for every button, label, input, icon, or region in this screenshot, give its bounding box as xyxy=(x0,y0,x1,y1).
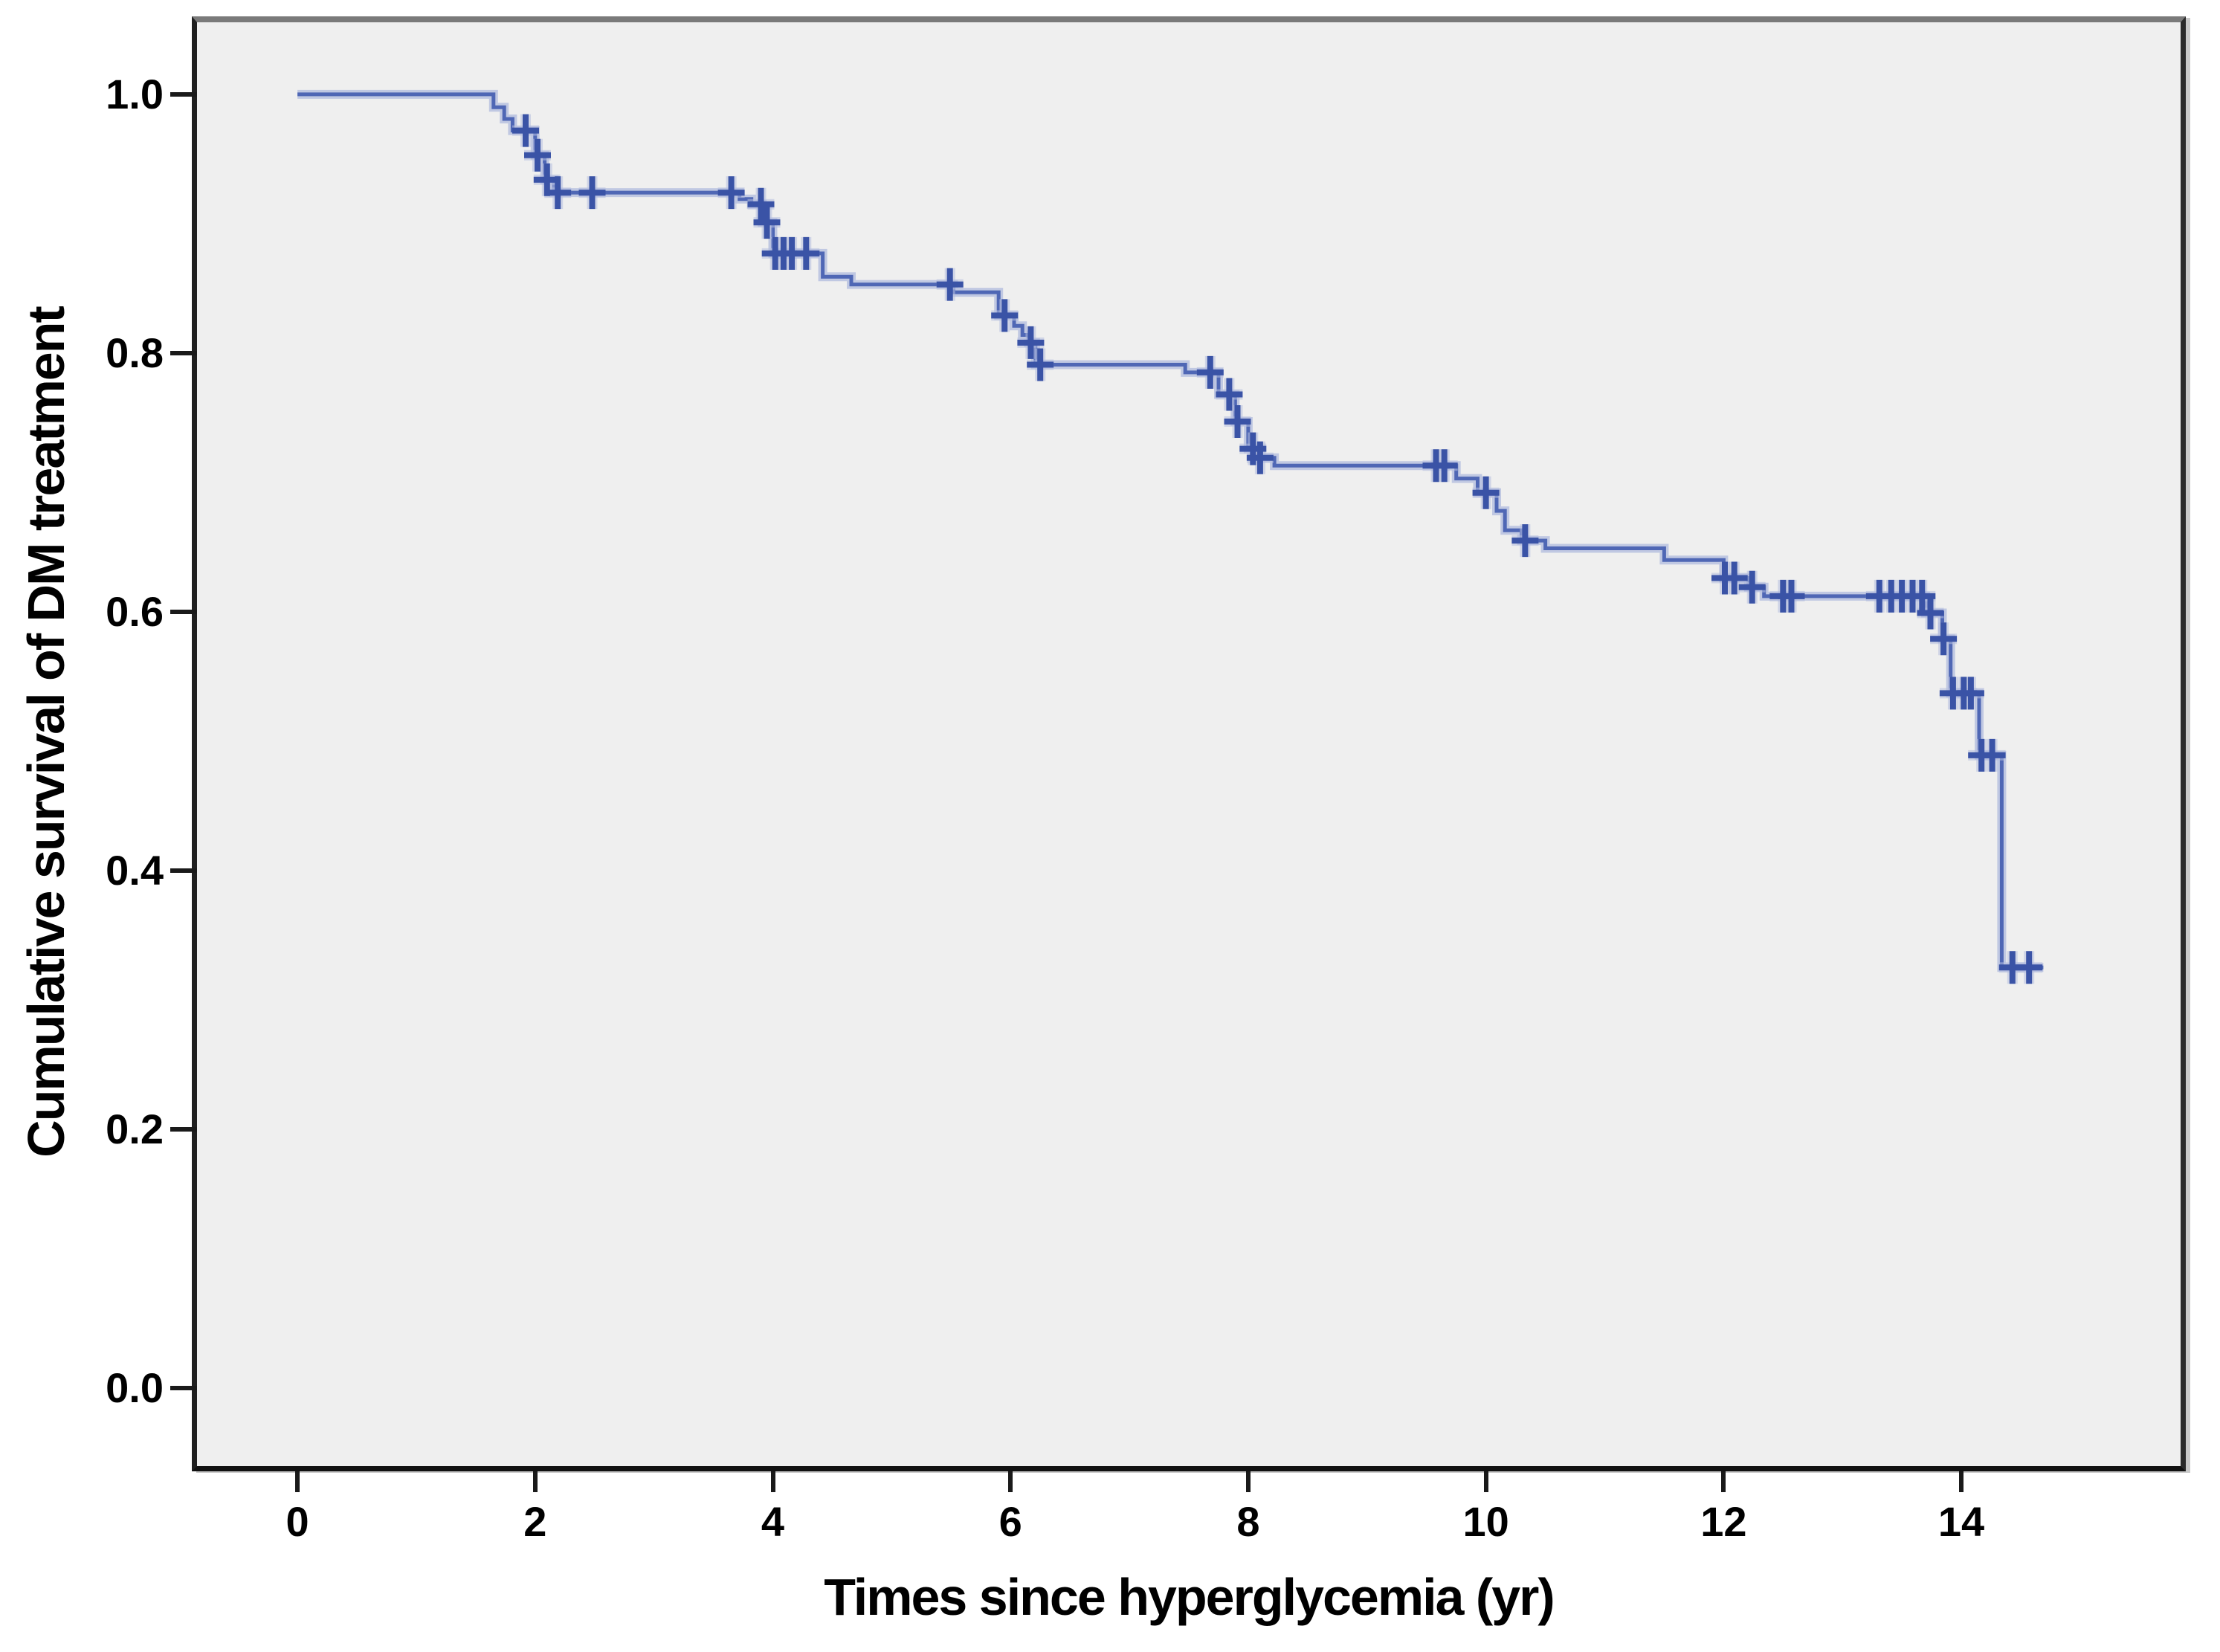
survival-step-line xyxy=(297,92,2044,969)
y-tick-mark xyxy=(170,91,197,97)
x-tick-label: 8 xyxy=(1236,1498,1260,1545)
x-tick-mark xyxy=(1959,1471,1964,1492)
x-tick-mark xyxy=(1245,1471,1251,1492)
y-axis-title: Cumulative survival of DM treatment xyxy=(17,307,75,1158)
censor-marks xyxy=(512,114,2043,984)
y-tick-label: 0.0 xyxy=(106,1364,164,1411)
x-tick-mark xyxy=(1483,1471,1488,1492)
x-tick-label: 4 xyxy=(761,1498,785,1545)
x-tick-mark xyxy=(532,1471,538,1492)
x-tick-label: 2 xyxy=(523,1498,547,1545)
y-tick-label: 0.2 xyxy=(106,1105,164,1152)
x-tick-mark xyxy=(1008,1471,1013,1492)
y-tick-label: 0.4 xyxy=(106,846,164,894)
survival-curve-svg xyxy=(297,89,2044,984)
x-tick-mark xyxy=(1721,1471,1726,1492)
y-tick-label: 1.0 xyxy=(106,70,164,117)
x-tick-label: 12 xyxy=(1700,1498,1747,1545)
y-tick-mark xyxy=(170,1385,197,1390)
x-axis-title: Times since hyperglycemia (yr) xyxy=(824,1568,1555,1626)
x-tick-label: 14 xyxy=(1937,1498,1985,1545)
plot-area xyxy=(192,16,2186,1471)
x-tick-label: 10 xyxy=(1462,1498,1509,1545)
y-tick-mark xyxy=(170,609,197,614)
survival-step-line-halo xyxy=(297,89,2044,972)
x-tick-label: 6 xyxy=(998,1498,1022,1545)
y-tick-mark xyxy=(170,350,197,355)
y-tick-mark xyxy=(170,868,197,873)
y-tick-mark xyxy=(170,1126,197,1132)
x-tick-mark xyxy=(770,1471,775,1492)
y-tick-label: 0.8 xyxy=(106,329,164,376)
x-tick-mark xyxy=(295,1471,300,1492)
x-tick-label: 0 xyxy=(285,1498,309,1545)
y-tick-label: 0.6 xyxy=(106,587,164,635)
censor-marks-halo xyxy=(512,114,2043,984)
